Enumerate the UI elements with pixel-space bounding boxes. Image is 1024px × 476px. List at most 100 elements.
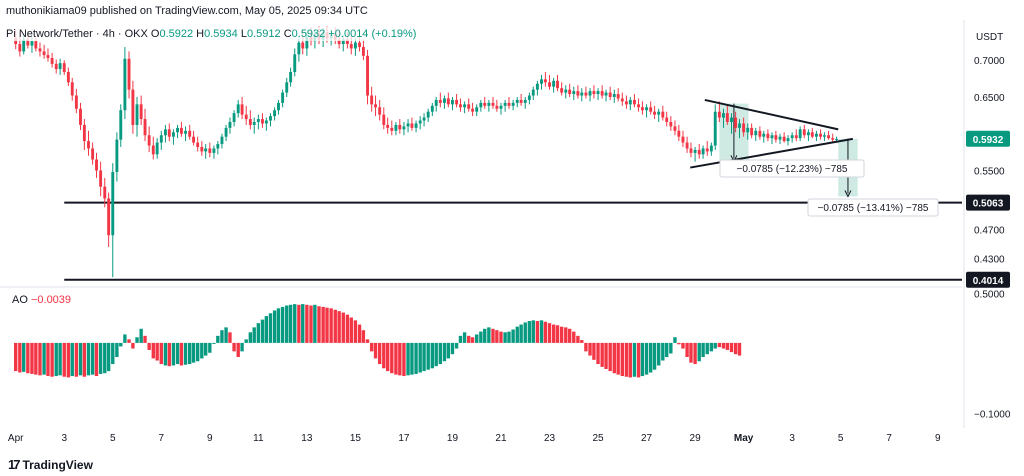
ao-legend: AO −0.0039 <box>12 294 71 306</box>
ao-bar-69 <box>293 304 297 343</box>
candle-body-188 <box>774 135 778 140</box>
ao-bar-167 <box>689 342 693 363</box>
candle-body-151 <box>624 101 628 105</box>
measure-label-box-1 <box>807 198 939 217</box>
ao-bar-148 <box>612 342 616 374</box>
candle-body-176 <box>725 113 729 122</box>
ao-bar-122 <box>507 331 511 343</box>
tradingview-name: TradingView <box>22 457 93 472</box>
ao-bar-95 <box>398 342 402 376</box>
ao-bar-76 <box>321 306 325 343</box>
candle-body-29 <box>131 89 135 125</box>
ao-bar-77 <box>325 307 329 343</box>
ao-bar-146 <box>604 342 608 369</box>
candle-body-167 <box>689 148 693 153</box>
candle-body-145 <box>600 91 604 96</box>
ao-bar-108 <box>450 342 455 355</box>
candle-body-8 <box>46 55 50 59</box>
ao-bar-92 <box>385 342 390 372</box>
candle-body-23 <box>107 198 111 236</box>
ao-bar-61 <box>260 319 265 343</box>
candle-body-22 <box>103 186 107 199</box>
ao-bar-93 <box>390 342 394 374</box>
candle-body-70 <box>297 42 301 55</box>
candle-body-16 <box>79 108 82 125</box>
candle-body-71 <box>301 42 305 49</box>
candle-body-118 <box>491 102 495 106</box>
time-tick-8: 17 <box>398 433 410 444</box>
candle-body-182 <box>750 127 754 136</box>
ao-bar-166 <box>685 342 689 357</box>
ao-bar-41 <box>179 342 184 366</box>
candle-body-91 <box>382 114 386 125</box>
candle-body-67 <box>285 82 289 93</box>
time-tick-0: Apr <box>8 433 24 444</box>
candle-body-110 <box>459 104 462 108</box>
ao-bar-37 <box>163 342 168 366</box>
candle-body-59 <box>252 121 256 125</box>
time-tick-17: 5 <box>838 433 844 444</box>
candle-body-103 <box>430 105 434 112</box>
candle-body-126 <box>523 99 527 103</box>
candle-body-139 <box>576 91 580 96</box>
candle-body-189 <box>778 136 782 140</box>
candle-body-4 <box>30 41 34 46</box>
ao-bar-164 <box>677 342 681 345</box>
ao-bar-101 <box>422 342 426 372</box>
candle-body-87 <box>366 55 369 96</box>
price-tick-0: 0.7000 <box>974 56 1005 67</box>
ao-bar-12 <box>62 342 66 377</box>
candle-body-137 <box>568 89 572 95</box>
ao-bar-118 <box>491 328 495 343</box>
candle-body-51 <box>220 136 224 145</box>
candle-body-140 <box>580 92 584 96</box>
candle-body-94 <box>394 124 398 131</box>
trendline-0 <box>704 98 839 131</box>
candle-body-27 <box>123 58 127 111</box>
ao-bar-149 <box>616 342 620 375</box>
candle-body-133 <box>552 80 556 87</box>
candle-body-63 <box>269 116 272 121</box>
candle-body-64 <box>273 110 277 117</box>
ao-bar-130 <box>539 320 544 343</box>
candle-body-142 <box>588 91 592 96</box>
candle-body-114 <box>475 107 479 112</box>
candle-body-124 <box>515 99 519 103</box>
candle-body-42 <box>184 130 187 134</box>
candle-body-180 <box>742 123 746 133</box>
candle-body-104 <box>434 99 438 106</box>
open-value: 0.5922 <box>159 28 194 40</box>
candle-body-162 <box>669 121 673 127</box>
candle-body-89 <box>374 104 377 108</box>
ao-bar-96 <box>402 342 406 377</box>
level-tag-0 <box>966 194 1010 211</box>
ao-bar-156 <box>644 342 649 375</box>
ao-bar-132 <box>547 323 552 343</box>
ao-bar-127 <box>527 321 532 343</box>
tradingview-brand[interactable]: 17 TradingView <box>8 457 93 472</box>
candle-body-85 <box>358 42 361 47</box>
ao-bar-94 <box>394 342 398 375</box>
ao-bar-105 <box>438 342 443 365</box>
ao-bar-165 <box>681 342 685 349</box>
candle-body-134 <box>556 80 559 89</box>
candle-body-82 <box>345 39 349 45</box>
level-label-1: 0.4014 <box>973 276 1004 287</box>
ao-bar-6 <box>38 342 42 376</box>
ao-bar-100 <box>418 342 422 373</box>
candle-body-202 <box>831 138 835 140</box>
candle-body-144 <box>596 91 600 95</box>
candle-body-92 <box>386 124 390 128</box>
candle-body-168 <box>693 149 697 153</box>
ao-bar-29 <box>131 342 135 349</box>
ao-bar-175 <box>721 342 726 349</box>
candle-body-7 <box>42 51 46 56</box>
candle-body-138 <box>572 91 576 95</box>
ao-value: −0.0039 <box>30 294 72 306</box>
candle-body-198 <box>814 133 818 137</box>
candle-body-197 <box>810 132 814 137</box>
candle-body-61 <box>261 119 264 124</box>
ao-bar-85 <box>357 324 362 343</box>
